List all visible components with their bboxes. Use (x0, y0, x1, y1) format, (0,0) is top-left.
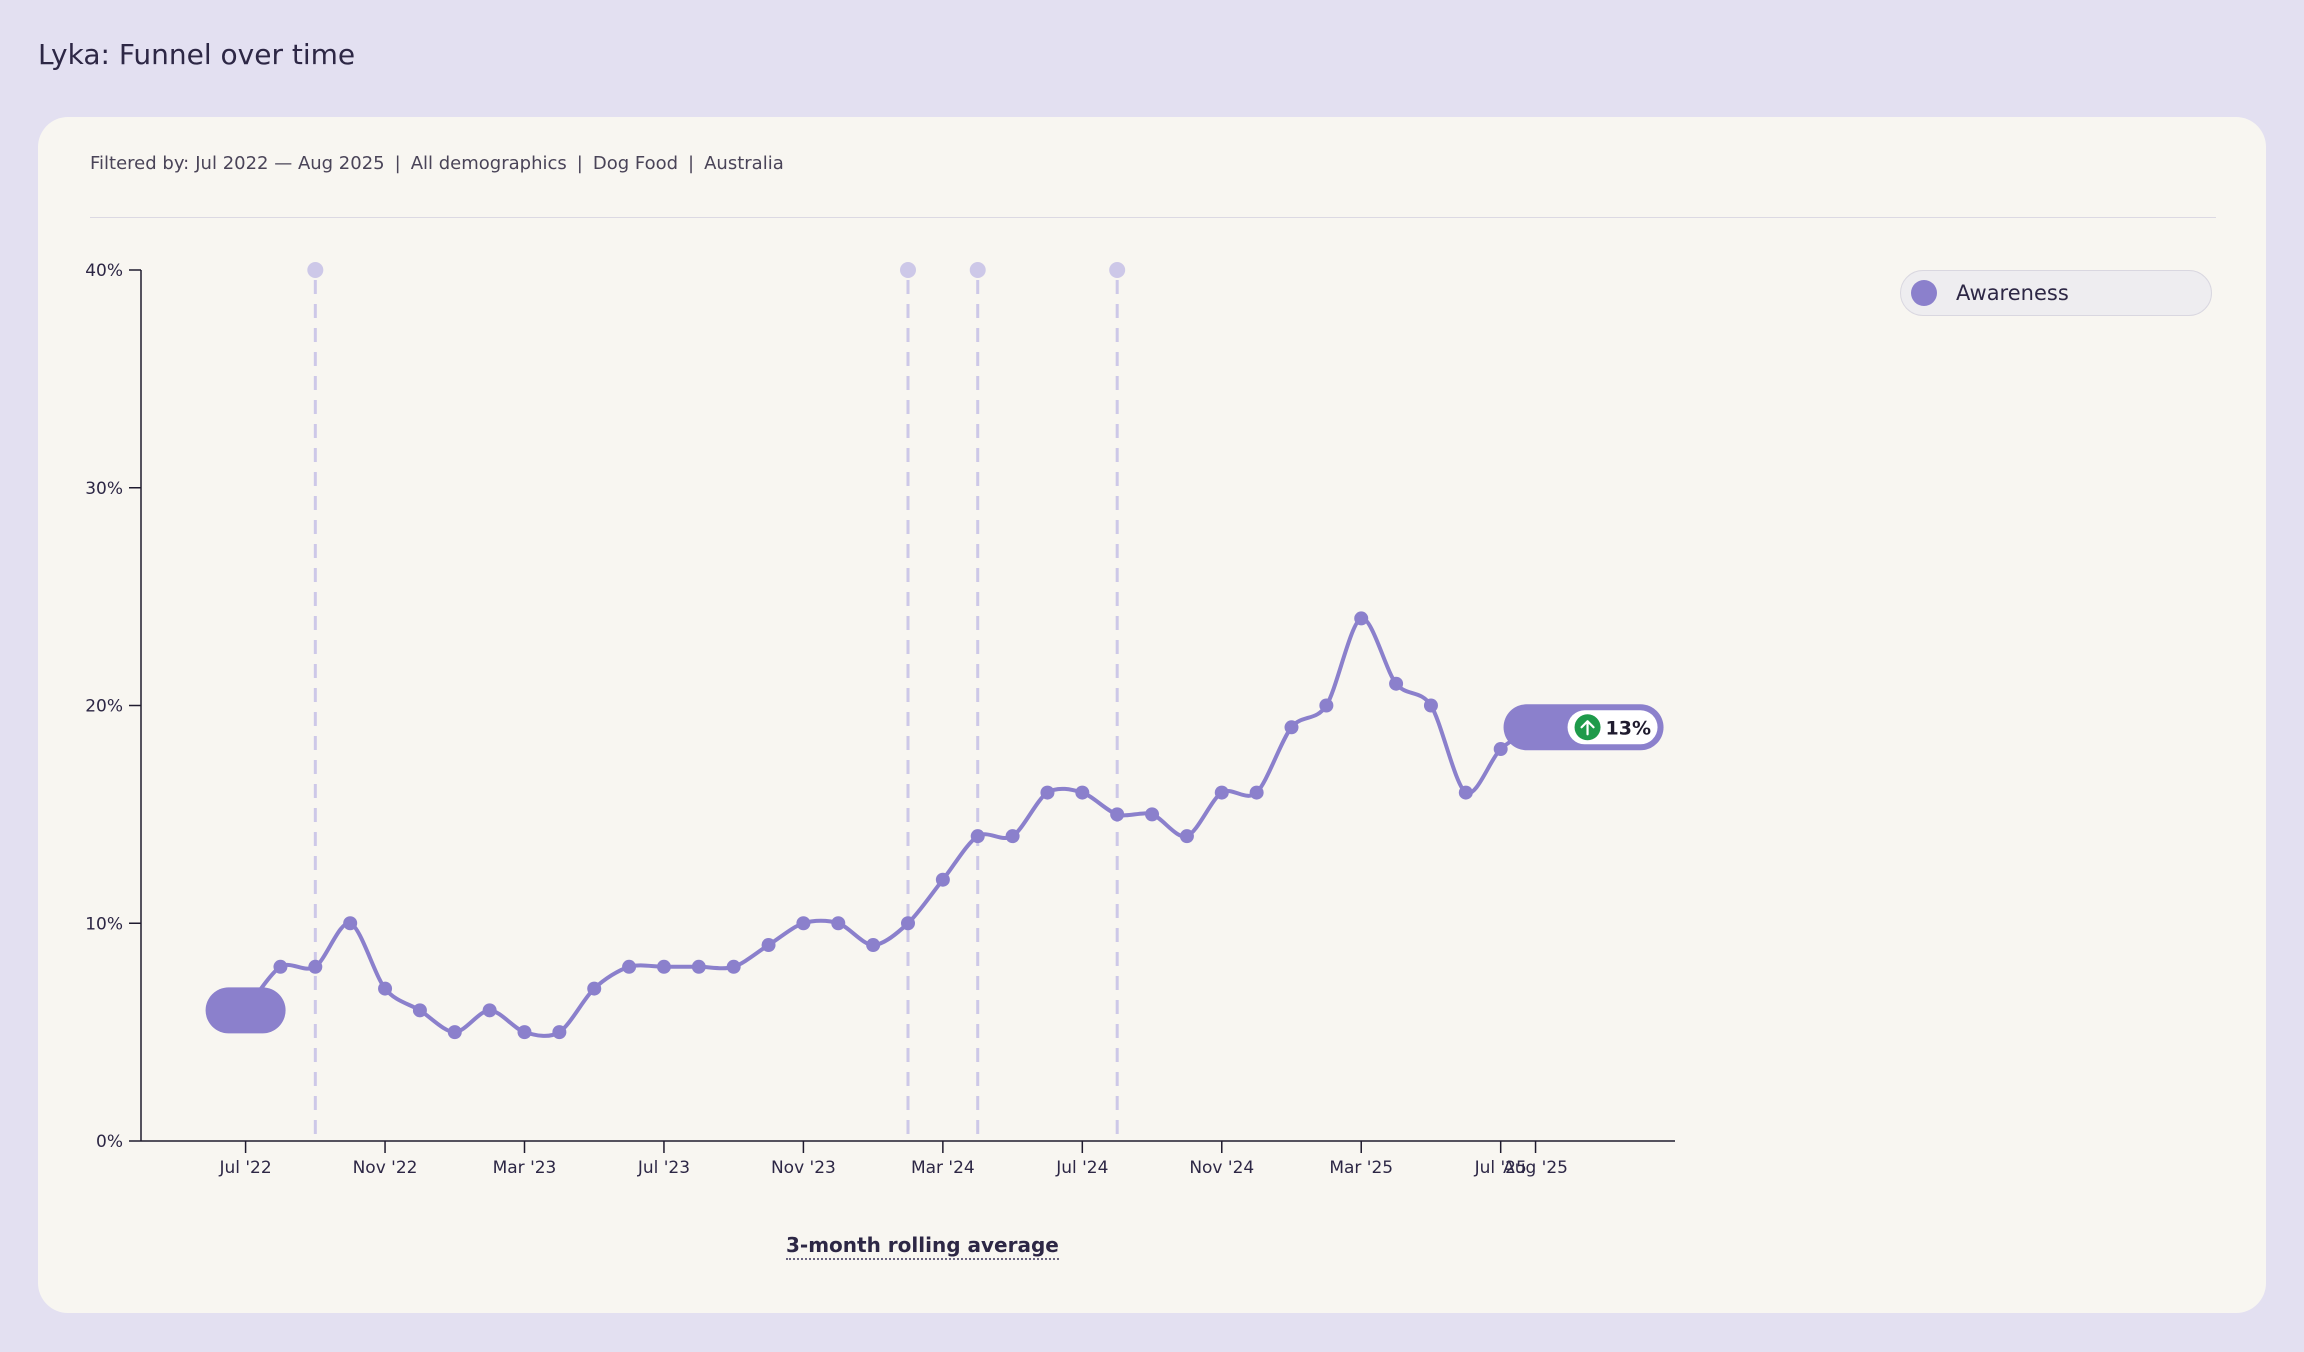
data-point[interactable] (447, 1025, 462, 1040)
x-tick-label: Jul '23 (637, 1158, 690, 1178)
chart-card: Filtered by: Jul 2022 — Aug 2025 | All d… (38, 117, 2266, 1313)
data-point[interactable] (1179, 829, 1194, 844)
data-point[interactable] (831, 916, 846, 931)
data-point[interactable] (1145, 807, 1160, 822)
event-marker-dot[interactable] (307, 262, 324, 278)
data-point[interactable] (1458, 785, 1473, 800)
header-divider (90, 217, 2216, 218)
event-marker-dot[interactable] (969, 262, 986, 278)
data-point[interactable] (1110, 807, 1125, 822)
filter-prefix: Filtered by: (90, 153, 190, 174)
y-tick-label: 20% (85, 697, 123, 717)
x-tick-label: Jul '24 (1055, 1158, 1108, 1178)
rolling-average-note[interactable]: 3-month rolling average (786, 1233, 1059, 1260)
event-marker-dot[interactable] (900, 262, 916, 278)
x-tick-label: Mar '25 (1329, 1158, 1393, 1178)
series-line-awareness (243, 616, 1538, 1038)
filter-separator: | (688, 153, 695, 174)
filter-summary: Filtered by: Jul 2022 — Aug 2025 | All d… (90, 153, 784, 174)
x-tick-label: Nov '23 (771, 1158, 836, 1178)
y-tick-label: 30% (85, 479, 123, 499)
line-chart: 0% 10% 20% 30% 40% Jul '22 Nov '22 Mar '23 Jul '… (85, 261, 1675, 1178)
data-point[interactable] (1389, 676, 1404, 691)
y-tick-label: 40% (85, 261, 123, 281)
data-point[interactable] (1354, 611, 1369, 626)
data-point[interactable] (587, 981, 602, 996)
filter-separator: | (394, 153, 401, 174)
data-point[interactable] (308, 959, 323, 974)
data-point[interactable] (1493, 742, 1508, 757)
data-point[interactable] (796, 916, 811, 931)
data-point[interactable] (1040, 785, 1055, 800)
data-point[interactable] (691, 959, 706, 974)
data-point[interactable] (1284, 720, 1299, 735)
filter-demographics: All demographics (410, 153, 567, 174)
data-point[interactable] (482, 1003, 497, 1018)
data-point[interactable] (1005, 829, 1020, 844)
data-point[interactable] (761, 938, 776, 953)
x-tick-label: Jul '22 (218, 1158, 271, 1178)
x-tick-label: Nov '22 (353, 1158, 418, 1178)
data-point[interactable] (412, 1003, 427, 1018)
data-point[interactable] (343, 916, 358, 931)
filter-category: Dog Food (592, 153, 679, 174)
legend-label: Awareness (1956, 281, 2069, 305)
data-point[interactable] (656, 959, 671, 974)
filter-date-range: Jul 2022 — Aug 2025 (195, 153, 385, 174)
data-point[interactable] (378, 981, 393, 996)
legend-swatch (1911, 280, 1937, 306)
legend-item-awareness[interactable]: Awareness (1900, 270, 2212, 316)
data-point[interactable] (1075, 785, 1090, 800)
data-point[interactable] (622, 959, 637, 974)
x-tick-label: Jul '25 (1474, 1158, 1527, 1178)
data-point[interactable] (1249, 785, 1264, 800)
page-title: Lyka: Funnel over time (38, 38, 356, 71)
data-point[interactable] (866, 938, 881, 953)
x-tick-label: Nov '24 (1189, 1158, 1254, 1178)
arrow-up-glyph (1580, 720, 1595, 736)
x-tick-label: Aug '25 (1503, 1158, 1568, 1178)
change-badge-value: 13% (1606, 717, 1651, 739)
data-point[interactable] (726, 959, 741, 974)
event-marker-dot[interactable] (1109, 262, 1126, 278)
data-point[interactable] (273, 959, 288, 974)
y-tick-label: 10% (85, 914, 123, 934)
series-start-marker (205, 987, 286, 1034)
y-tick-label: 0% (96, 1132, 123, 1152)
x-tick-label: Mar '23 (493, 1158, 557, 1178)
data-point[interactable] (1423, 698, 1438, 713)
data-point[interactable] (552, 1025, 567, 1040)
data-point[interactable] (935, 872, 950, 887)
filter-separator: | (576, 153, 583, 174)
data-point[interactable] (1214, 785, 1229, 800)
data-point[interactable] (901, 916, 915, 931)
data-point[interactable] (517, 1025, 532, 1040)
x-tick-label: Mar '24 (911, 1158, 975, 1178)
data-point[interactable] (970, 829, 985, 844)
data-point[interactable] (1319, 698, 1334, 713)
filter-region: Australia (704, 153, 784, 174)
